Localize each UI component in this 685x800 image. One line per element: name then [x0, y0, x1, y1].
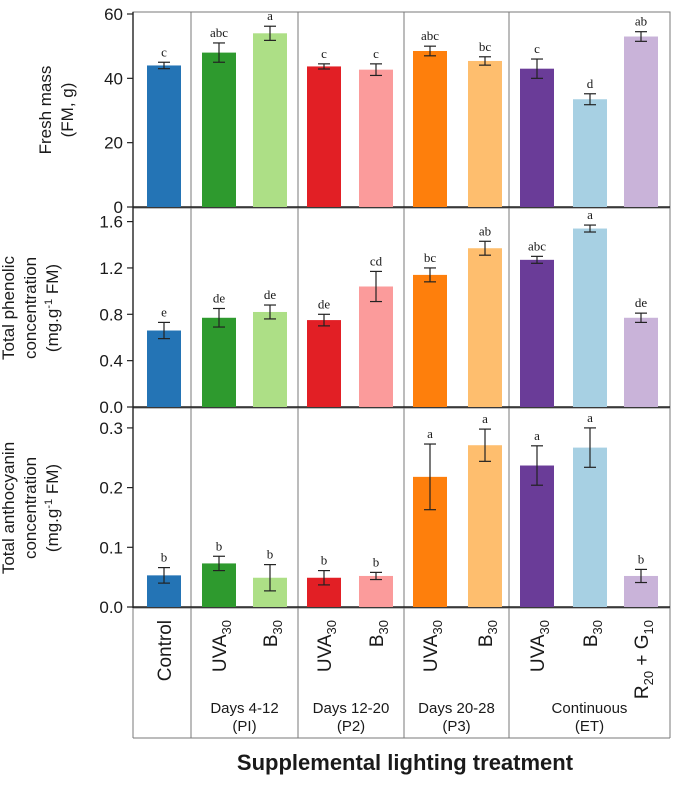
- significance-letter: a: [587, 207, 593, 222]
- y-tick-label: 0.3: [99, 419, 123, 438]
- bar: [413, 50, 447, 207]
- significance-letter: d: [587, 76, 594, 91]
- significance-letter: b: [638, 551, 645, 566]
- significance-letter: ab: [635, 14, 647, 29]
- bar: [307, 320, 341, 407]
- category-label: Control: [155, 620, 176, 681]
- bar: [147, 330, 181, 407]
- category-label: B30: [476, 620, 500, 647]
- y-tick-label: 0.1: [99, 538, 123, 557]
- bar: [253, 311, 287, 407]
- bar: [468, 445, 502, 607]
- significance-letter: b: [216, 538, 223, 553]
- group-sublabel: (P3): [442, 718, 470, 735]
- bar: [573, 99, 607, 207]
- y-tick-label: 0.0: [99, 598, 123, 617]
- panel-3: 0.0 0.1 0.2 0.3 Total anthocyanin concentrati…: [0, 408, 670, 617]
- significance-letter: ab: [479, 223, 491, 238]
- bar: [573, 228, 607, 407]
- y-tick-label: 60: [104, 5, 123, 24]
- y-tick-label: 0.0: [99, 398, 123, 417]
- significance-letter: e: [161, 304, 167, 319]
- y-axis-label: (mg.g-1 FM): [43, 264, 62, 352]
- y-axis-label: Total anthocyanin: [0, 442, 18, 574]
- significance-letter: bc: [424, 250, 437, 265]
- group-label: Days 4-12: [210, 700, 278, 717]
- significance-letter: abc: [421, 28, 439, 43]
- significance-letter: bc: [479, 39, 492, 54]
- category-label: B30: [367, 620, 391, 647]
- category-label: B30: [261, 620, 285, 647]
- y-axis-label: Total phenolic: [0, 256, 18, 360]
- y-tick-label: 0: [114, 198, 123, 217]
- bar: [468, 248, 502, 407]
- significance-letter: de: [213, 291, 226, 306]
- y-tick-label: 0.4: [99, 352, 123, 371]
- bar: [253, 33, 287, 207]
- category-label: B30: [581, 620, 605, 647]
- group-label: Continuous: [552, 700, 628, 717]
- y-tick-label: 40: [104, 69, 123, 88]
- significance-letter: b: [321, 553, 328, 568]
- significance-letter: b: [267, 547, 274, 562]
- y-axis-label: concentration: [21, 457, 40, 559]
- bar: [413, 274, 447, 407]
- bar: [624, 36, 658, 208]
- bar: [359, 575, 393, 607]
- bar: [359, 286, 393, 407]
- significance-letter: a: [482, 411, 488, 426]
- bar: [147, 65, 181, 207]
- bar: [520, 259, 554, 407]
- bar: [468, 60, 502, 207]
- category-label: UVA30: [210, 620, 234, 672]
- significance-letter: de: [264, 287, 277, 302]
- group-sublabel: (PI): [232, 718, 256, 735]
- significance-letter: a: [267, 8, 273, 23]
- bar: [202, 52, 236, 207]
- y-tick-label: 1.2: [99, 259, 123, 278]
- significance-letter: a: [534, 428, 540, 443]
- bar: [520, 465, 554, 607]
- group-sublabel: (ET): [575, 718, 604, 735]
- significance-letter: c: [161, 44, 167, 59]
- significance-letter: b: [373, 554, 380, 569]
- y-axis-label: (FM, g): [58, 83, 77, 138]
- panel-1: 0 20 40 60 Fresh mass (FM, g) c abc a c c abc bc c d ab: [36, 5, 670, 217]
- significance-letter: abc: [210, 25, 228, 40]
- y-axis-label: (mg.g-1 FM): [43, 464, 62, 552]
- significance-letter: b: [161, 550, 168, 565]
- y-tick-label: 0.2: [99, 479, 123, 498]
- y-axis-label: Fresh mass: [36, 66, 55, 155]
- y-tick-label: 0.8: [99, 305, 123, 324]
- significance-letter: c: [321, 46, 327, 61]
- x-axis-label: Supplemental lighting treatment: [237, 750, 574, 775]
- bar: [520, 68, 554, 207]
- y-tick-label: 1.6: [99, 213, 123, 232]
- category-label: UVA30: [421, 620, 445, 672]
- significance-letter: abc: [528, 238, 546, 253]
- group-sublabel: (P2): [337, 718, 365, 735]
- bar: [202, 317, 236, 407]
- significance-letter: a: [427, 426, 433, 441]
- bar: [307, 66, 341, 207]
- significance-letter: a: [587, 410, 593, 425]
- group-label: Days 12-20: [313, 700, 390, 717]
- category-label: UVA30: [528, 620, 552, 672]
- category-label: UVA30: [315, 620, 339, 672]
- significance-letter: de: [635, 295, 648, 310]
- panel-2: 0.0 0.4 0.8 1.2 1.6 Total phenolic concentrati…: [0, 207, 670, 417]
- significance-letter: de: [318, 296, 331, 311]
- significance-letter: c: [373, 46, 379, 61]
- y-tick-label: 20: [104, 134, 123, 153]
- group-label: Days 20-28: [418, 700, 495, 717]
- category-label: R20 + G10: [632, 620, 656, 699]
- bar: [624, 317, 658, 407]
- significance-letter: c: [534, 41, 540, 56]
- y-axis-label: concentration: [21, 257, 40, 359]
- bar: [359, 69, 393, 207]
- significance-letter: cd: [370, 253, 383, 268]
- bar: [573, 447, 607, 607]
